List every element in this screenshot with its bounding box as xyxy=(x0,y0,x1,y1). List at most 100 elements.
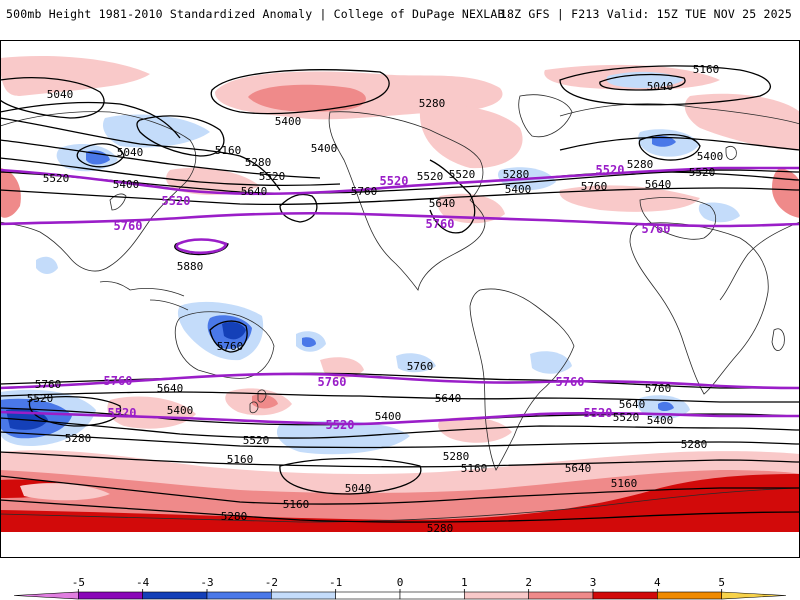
contour-label: 5640 xyxy=(645,178,672,191)
highlight-label: 5760 xyxy=(104,374,133,388)
anomaly-south-atlantic-negative xyxy=(530,351,572,374)
colorbar-tick-label: 5 xyxy=(718,576,725,589)
contour-5280-south-2 xyxy=(0,499,800,523)
colorbar-tick-label: -1 xyxy=(329,576,342,589)
contour-label: 5520 xyxy=(449,168,476,181)
contour-label: 5640 xyxy=(435,392,462,405)
highlight-label: 5520 xyxy=(584,406,613,420)
contour-5280-europe-low xyxy=(638,133,701,161)
anomaly-siberia-positive xyxy=(0,55,150,96)
colorbar-tick-label: -4 xyxy=(136,576,150,589)
contour-5400-europe xyxy=(559,136,800,151)
anomaly-east-edge-positive xyxy=(772,168,800,218)
colorbar-swatch xyxy=(464,591,529,600)
contour-5040-okhotsk-low xyxy=(76,143,125,168)
highlight-label: 5760 xyxy=(556,375,585,389)
anomaly-scandinavia-negative-core xyxy=(652,135,676,147)
contour-label: 5760 xyxy=(351,185,378,198)
coast-greenland xyxy=(518,94,573,138)
anomaly-antarctic-positive-light xyxy=(20,483,110,501)
anomaly-europe-positive xyxy=(684,93,800,150)
colorbar-swatch xyxy=(721,591,787,600)
contour-5040-north xyxy=(0,76,105,119)
colorbar-swatch xyxy=(271,591,336,600)
highlight-label: 5520 xyxy=(596,163,625,177)
highlight-label: 5520 xyxy=(162,194,191,208)
colorbar-ticks: -5 -4 -3 -2 -1 0 1 2 3 4 5 xyxy=(72,576,725,592)
contour-ridge-north-pacific xyxy=(210,69,390,115)
contour-5040-south-loop xyxy=(279,457,422,495)
colorbar-swatch xyxy=(592,591,658,600)
contour-label: 5400 xyxy=(275,115,302,128)
contour-5760-australia xyxy=(209,320,248,353)
highlight-5760-north xyxy=(0,211,800,228)
highlight-label: 5760 xyxy=(318,375,347,389)
contour-label: 5280 xyxy=(427,522,454,535)
colorbar-tick-label: 1 xyxy=(461,576,468,589)
anomaly-tropical-pacific-negative-core xyxy=(302,337,316,347)
contour-label: 5760 xyxy=(581,180,608,193)
highlight-label: 5760 xyxy=(114,219,143,233)
contour-label: 5520 xyxy=(417,170,444,183)
contour-label: 5160 xyxy=(215,144,242,157)
coast-indonesia xyxy=(99,281,189,311)
colorbar-tick-label: -5 xyxy=(72,576,85,589)
contour-label: 5520 xyxy=(43,172,70,185)
highlight-label: 5520 xyxy=(326,418,355,432)
contour-label: 5280 xyxy=(65,432,92,445)
contour-label: 5520 xyxy=(613,411,640,424)
colorbar-tick-label: -3 xyxy=(200,576,213,589)
colorbar-tick-label: 4 xyxy=(654,576,661,589)
contour-5400-north-pacific xyxy=(0,157,341,186)
contour-us-trough xyxy=(429,159,476,234)
contour-label: 5760 xyxy=(407,360,434,373)
contour-label: 5400 xyxy=(375,410,402,423)
contour-5160-north-pacific xyxy=(0,117,281,191)
highlight-label: 5520 xyxy=(380,174,409,188)
contour-label: 5640 xyxy=(429,197,456,210)
coast-south-america xyxy=(469,288,575,471)
colorbar-swatch xyxy=(142,591,208,600)
coast-new-zealand xyxy=(249,389,267,414)
anomaly-europe-negative xyxy=(698,202,740,223)
map-title: 500mb Height 1981-2010 Standardized Anom… xyxy=(6,7,505,21)
anomaly-australia-negative-core xyxy=(222,322,246,340)
coast-north-america xyxy=(328,111,486,291)
colorbar-tick-label: 2 xyxy=(525,576,532,589)
contour-label: 5640 xyxy=(565,462,592,475)
highlight-5520-north xyxy=(0,166,800,196)
anomaly-east-pacific-positive xyxy=(320,357,364,378)
highlight-label: 5760 xyxy=(426,217,455,231)
contour-label: 5400 xyxy=(647,414,674,427)
colorbar-swatches xyxy=(13,591,787,600)
anomaly-north-pacific-positive-core xyxy=(248,84,366,112)
contour-label: 5040 xyxy=(117,146,144,159)
coast-japan xyxy=(109,193,127,211)
contour-label: 5400 xyxy=(505,183,532,196)
anomaly-south-america-negative xyxy=(396,353,436,373)
colorbar-swatch xyxy=(206,591,272,600)
contour-label: 5160 xyxy=(611,477,638,490)
anomaly-southern-ocean-e-negative-core xyxy=(658,401,674,411)
coast-uk xyxy=(725,146,737,160)
colorbar-tick-label: -2 xyxy=(265,576,278,589)
contour-5640-north xyxy=(0,187,800,206)
coastlines xyxy=(0,94,800,523)
contour-5040-arctic xyxy=(599,73,686,91)
highlight-5760-south xyxy=(0,372,800,390)
anomaly-okhotsk-negative-core xyxy=(86,150,110,165)
colorbar-swatch xyxy=(78,591,143,600)
contour-5280-north-arctic xyxy=(559,65,772,106)
contour-5160-nw-loop xyxy=(136,115,225,157)
contour-label: 5880 xyxy=(177,260,204,273)
contour-label: 5400 xyxy=(697,150,724,163)
highlight-label: 5760 xyxy=(642,222,671,236)
coast-madagascar xyxy=(771,328,785,351)
contour-label: 5760 xyxy=(35,378,62,391)
coast-antarctica xyxy=(0,487,800,523)
run-info: 18Z GFS | F213 Valid: 15Z TUE NOV 25 202… xyxy=(499,7,792,21)
highlight-label-layer: 5520 5520 5520 5760 5760 5760 5760 5760 … xyxy=(104,163,671,432)
contour-label: 5160 xyxy=(283,498,310,511)
contour-5640-sw-loop xyxy=(28,395,122,427)
coast-australia xyxy=(174,311,275,379)
